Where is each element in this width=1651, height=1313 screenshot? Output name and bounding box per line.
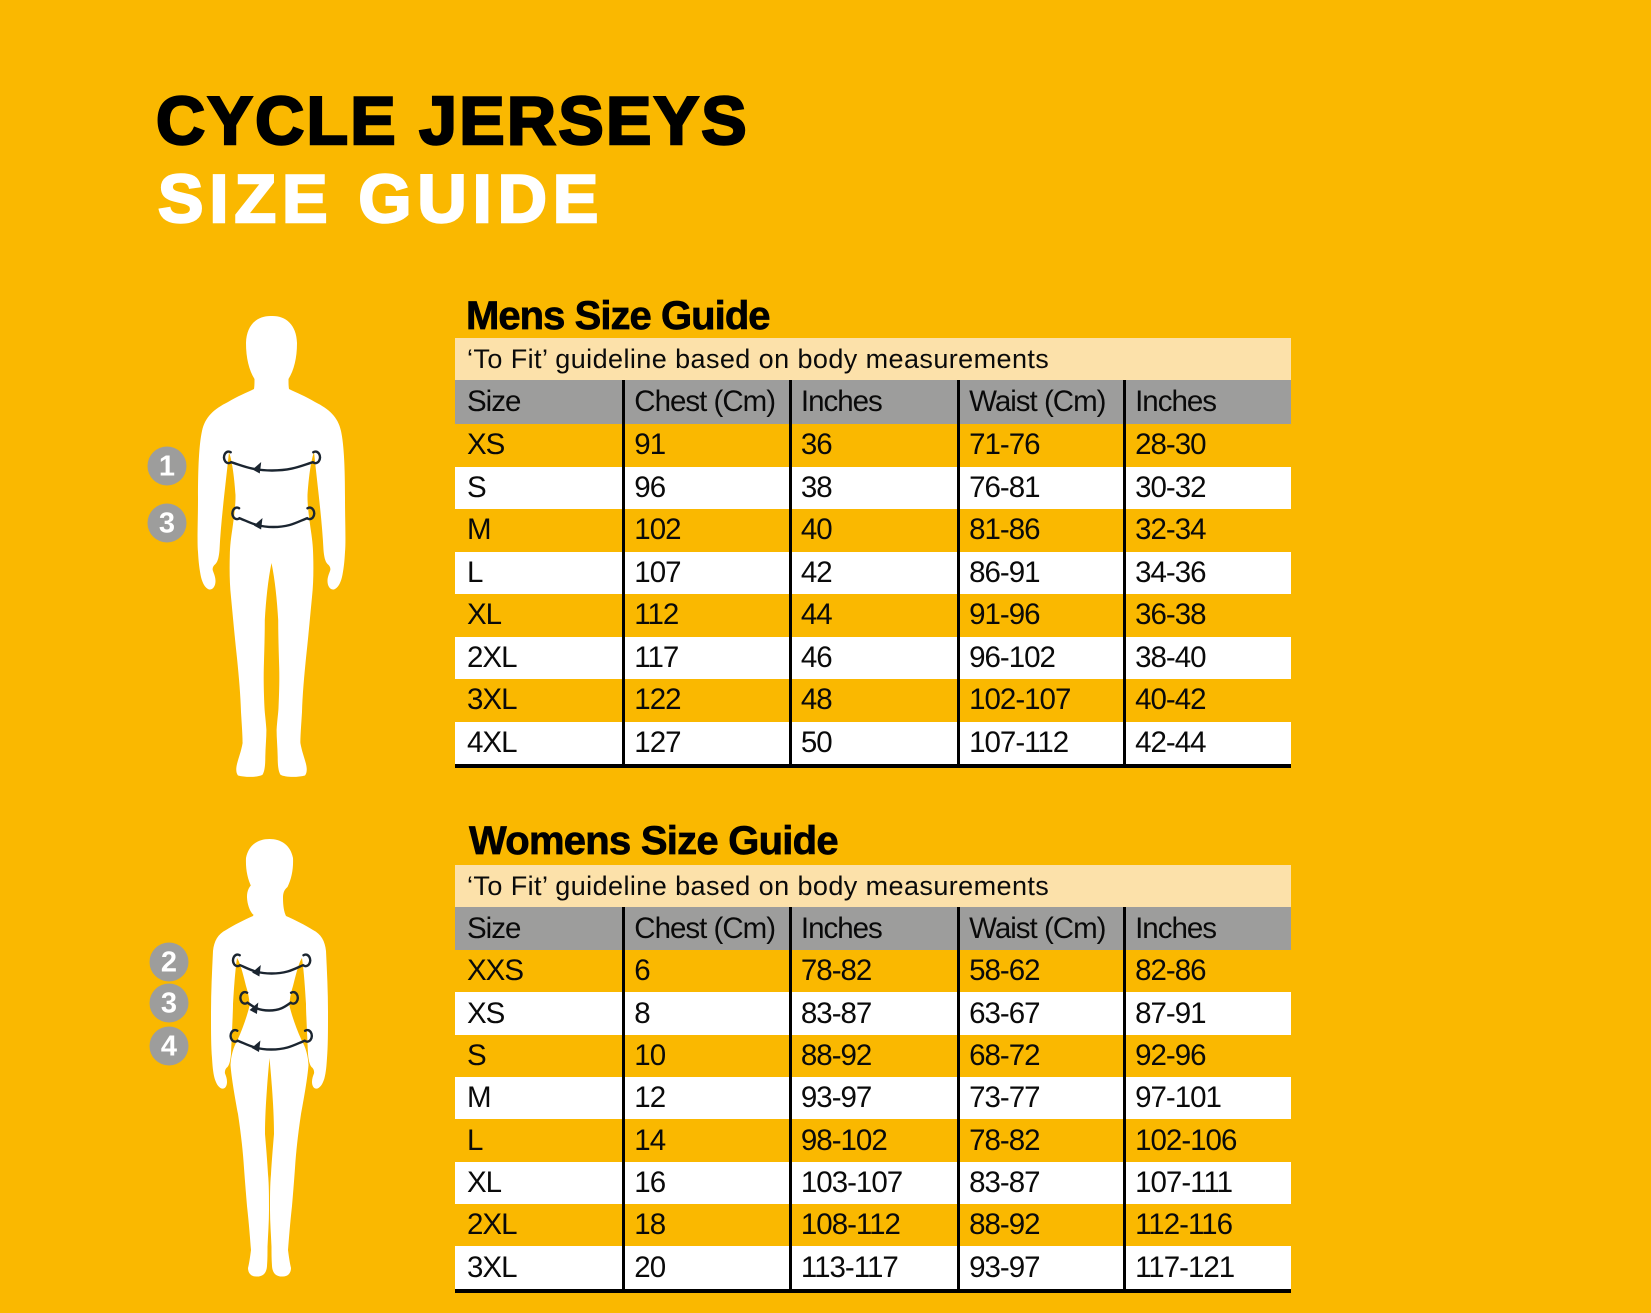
svg-text:3: 3 — [159, 508, 175, 540]
svg-text:2: 2 — [161, 947, 177, 979]
svg-text:3: 3 — [161, 988, 177, 1020]
svg-text:1: 1 — [159, 451, 175, 483]
svg-text:4: 4 — [161, 1031, 177, 1063]
